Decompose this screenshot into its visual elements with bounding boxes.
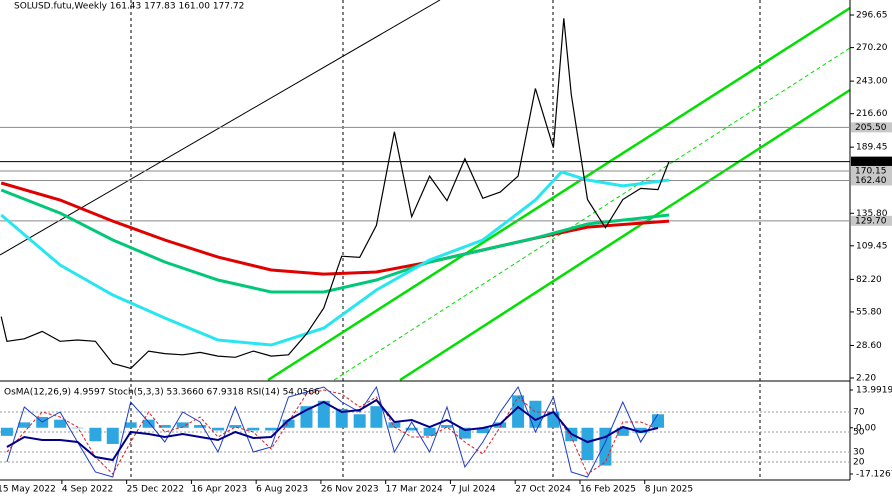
channel-lower [399,88,851,382]
osma-bar [106,427,119,444]
x-tick-label: 17 Mar 2024 [386,485,443,495]
osma-bar [440,425,453,428]
osma-bar [247,427,260,431]
osma-bar [89,427,102,442]
y-tick-label: 82.20 [856,275,882,285]
y-tick-label: 189.45 [856,143,888,153]
osma-bar [142,419,155,428]
oscillator-line [6,398,659,462]
x-tick-label: 7 Jul 2024 [450,485,495,495]
x-tick-label: 27 Oct 2024 [515,485,571,495]
osma-bar [652,414,665,428]
x-tick-label: 26 Nov 2023 [321,485,379,495]
y-tick-label: 28.60 [856,341,882,351]
osma-bar [317,400,330,428]
osma-bar [616,427,629,436]
osma-bar [512,395,525,428]
level-label: 129.70 [855,216,887,226]
level-label: 205.50 [855,123,887,133]
oscillator-line [6,385,659,478]
y-tick-label: -17.1267 [856,470,892,480]
osma-bar [529,400,542,428]
y-tick-label: 13.9919 [856,386,892,396]
osma-bar [634,427,647,434]
osma-bar [176,422,189,428]
x-tick-label: 15 May 2022 [0,485,56,495]
level-label: 170.15 [855,166,887,176]
osma-bar [158,425,171,428]
osma-bar [229,425,242,428]
y2-tick-label: 70 [853,408,865,418]
level-label: 177.72 [855,157,887,167]
osma-bar [494,422,507,428]
osma-bar [124,422,137,428]
channel-mid [333,47,851,381]
chart-title: SOLUSD.futu,Weekly 161.43 177.83 161.00 … [14,2,244,12]
level-box [851,215,892,226]
indicator-title: OsMA(12,26,9) 4.9597 Stoch(5,3,3) 53.366… [4,388,320,398]
y-tick-label: 216.60 [856,109,888,119]
osma-bar [353,414,366,428]
y-tick-label: 243.00 [856,77,888,87]
y-tick-label: 135.80 [856,209,888,219]
y-tick-label: 55.80 [856,307,882,317]
x-tick-label: 25 Dec 2022 [127,485,185,495]
channel-upper [267,6,851,382]
osma-bar [71,427,84,429]
osma-bar [458,427,471,439]
level-box [851,156,892,167]
moving-average [0,188,670,294]
level-box [851,122,892,133]
osma-bar [54,419,67,428]
y-tick-label: 296.65 [856,11,888,21]
osma-bar [282,419,295,428]
osma-bar [581,427,594,461]
level-label: 162.40 [855,176,887,186]
oscillator-line [6,389,659,475]
level-box [851,175,892,186]
x-tick-label: 6 Aug 2023 [256,485,308,495]
osma-bar [211,427,224,431]
level-box [851,165,892,176]
osma-bar [388,422,401,428]
osma-bar [405,427,418,431]
x-tick-label: 4 Sep 2022 [62,485,113,495]
y-tick-label: 2.20 [856,374,876,384]
osma-bar [265,427,278,431]
price-line [0,18,670,370]
x-tick-label: 16 Apr 2023 [191,485,247,495]
moving-average [0,170,670,347]
x-tick-label: 8 Jun 2025 [645,485,693,495]
y2-tick-label: 30 [853,448,865,458]
osma-bar [370,406,383,428]
year-separators [130,0,761,480]
osma-bar [476,427,489,434]
x-tick-label: 16 Feb 2025 [580,485,636,495]
y-tick-label: 270.20 [856,43,888,53]
y2-tick-label: 50 [853,428,865,438]
y-tick-label: 0.00 [856,423,876,433]
osma-bar [335,408,348,428]
osma-bar [194,425,207,428]
osma-bar [0,427,13,436]
osma-bar [18,422,31,428]
osma-bar [423,427,436,436]
y2-tick-label: 20 [853,458,865,468]
y-tick-label: 109.45 [856,241,888,251]
